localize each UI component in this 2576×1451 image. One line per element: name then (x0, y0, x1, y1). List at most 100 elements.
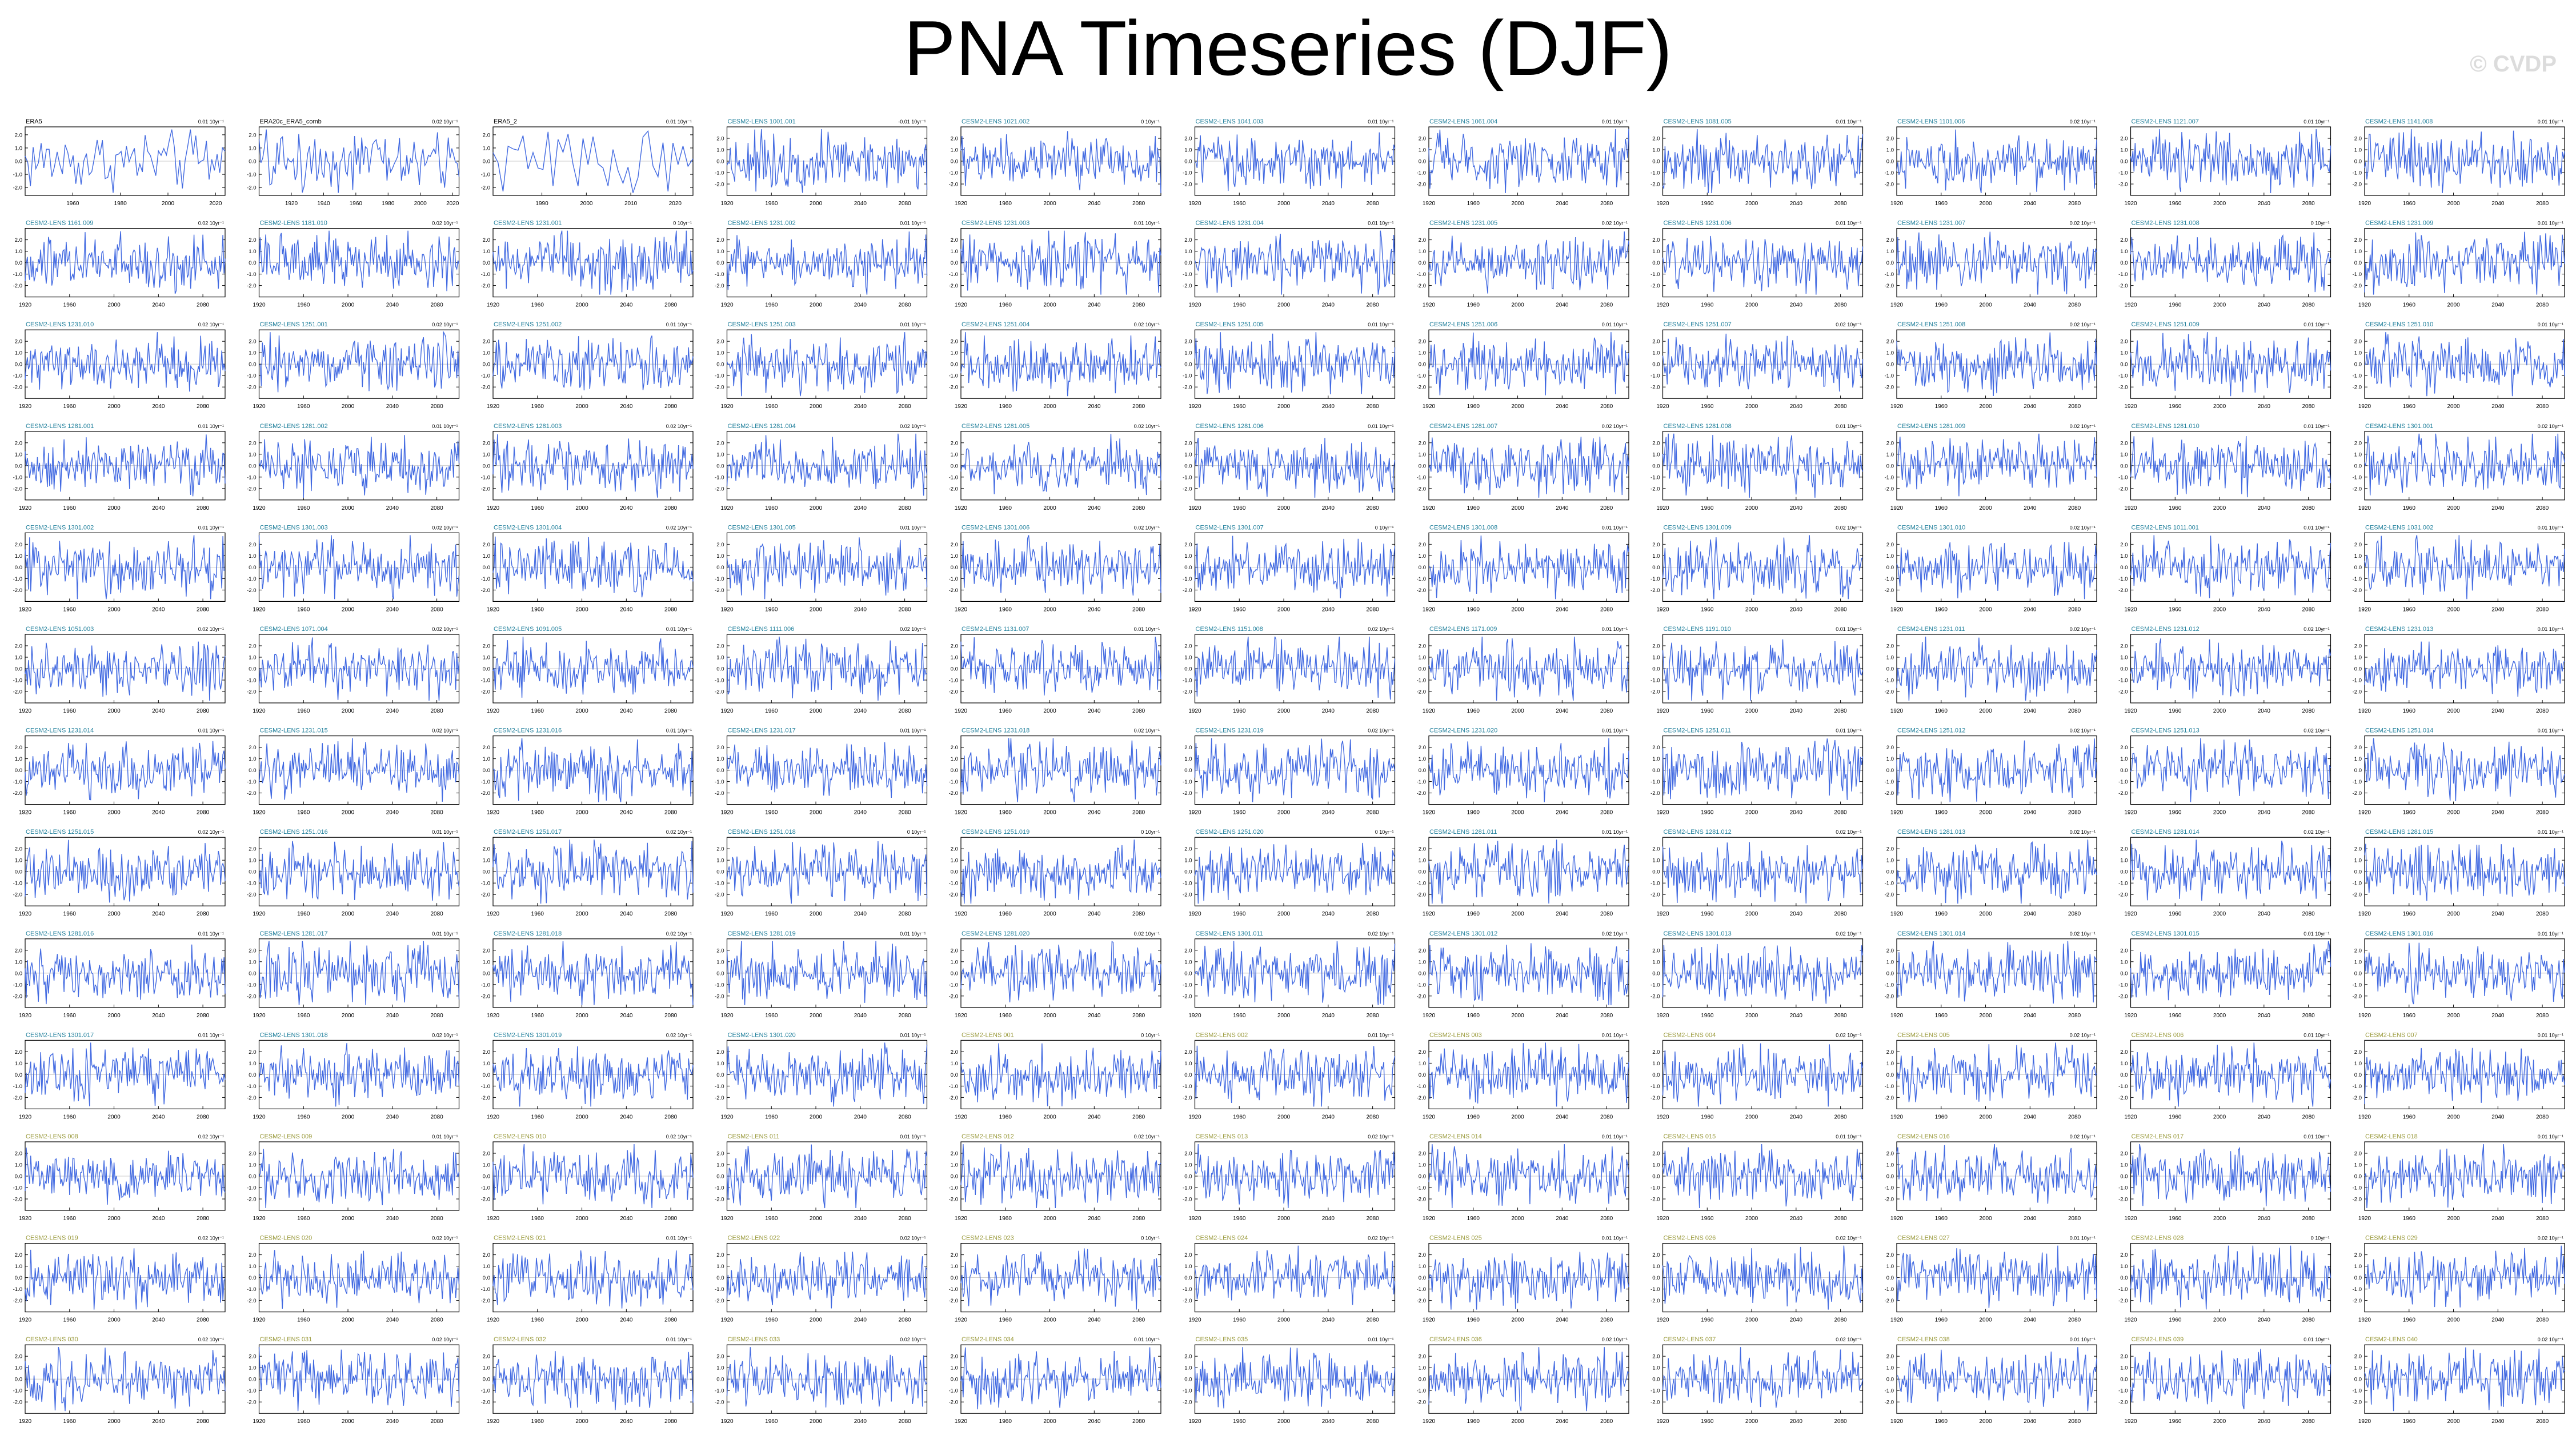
y-tick-label: 1.0 (2354, 451, 2362, 458)
panel-trend: 0.02 10yr⁻¹ (198, 221, 224, 226)
y-tick-label: -2.0 (949, 1298, 958, 1304)
panel-trend: 0.02 10yr⁻¹ (198, 322, 224, 327)
series-line (960, 433, 1161, 495)
panel-trend: 0.01 10yr⁻¹ (900, 728, 926, 734)
y-tick-label: 0.0 (716, 666, 724, 673)
y-tick-label: 0.0 (15, 869, 22, 876)
x-tick-label: 2000 (342, 911, 355, 917)
panel-label: CESM2-LENS 1281.007 (1429, 423, 1497, 430)
y-tick-label: 0.0 (716, 463, 724, 469)
panel-label: CESM2-LENS 005 (1897, 1032, 1950, 1038)
y-tick-label: -1.0 (13, 271, 22, 278)
y-tick-label: -1.0 (1183, 1185, 1192, 1192)
x-tick-label: 1920 (720, 1418, 734, 1425)
y-tick-label: -2.0 (1183, 993, 1192, 1000)
y-tick-label: -2.0 (1417, 993, 1426, 1000)
y-tick-label: -1.0 (1417, 678, 1426, 684)
y-tick-label: 2.0 (2354, 1049, 2362, 1056)
x-tick-label: 1920 (1890, 403, 1904, 410)
x-tick-label: 1920 (955, 911, 968, 917)
x-tick-label: 2040 (152, 606, 165, 613)
x-tick-label: 2000 (575, 911, 588, 917)
x-tick-label: 1960 (1701, 1114, 1714, 1120)
y-tick-label: 1.0 (1652, 553, 1660, 559)
panel-trend: 0.01 10yr⁻¹ (666, 119, 692, 125)
y-tick-label: -2.0 (2353, 689, 2362, 695)
x-tick-label: 1960 (63, 1418, 77, 1425)
x-tick-label: 2040 (620, 810, 633, 816)
x-tick-label: 2040 (152, 911, 165, 917)
panel-trend: 0.01 10yr⁻¹ (1368, 221, 1393, 226)
x-tick-label: 2080 (2536, 201, 2549, 207)
panel-87: CESM2-LENS 1281.014 0.02 10yr⁻¹2.01.00.0-… (2118, 829, 2331, 917)
x-tick-label: 2080 (2302, 1013, 2315, 1019)
y-tick-label: 0.0 (951, 1072, 958, 1078)
panel-135: CESM2-LENS 032 0.01 10yr⁻¹2.01.00.0-1.0-2… (481, 1336, 694, 1425)
y-tick-label: 2.0 (1184, 1151, 1192, 1157)
x-tick-label: 2080 (2536, 606, 2549, 613)
series-line (25, 1042, 226, 1106)
x-tick-label: 1960 (999, 1418, 1012, 1425)
x-tick-label: 1920 (1423, 201, 1436, 207)
panel-132: CESM2-LENS 029 0.02 10yr⁻¹2.01.00.0-1.0-2… (2353, 1235, 2565, 1324)
panel-trend: 0.01 10yr⁻¹ (1602, 1236, 1628, 1241)
x-tick-label: 1960 (531, 1216, 544, 1222)
panel-label: CESM2-LENS 1251.002 (494, 321, 562, 328)
x-tick-label: 1920 (955, 606, 968, 613)
x-tick-label: 2080 (1834, 1216, 1847, 1222)
x-tick-label: 1960 (999, 911, 1012, 917)
y-tick-label: -1.0 (247, 271, 256, 278)
y-tick-label: 1.0 (1652, 1365, 1660, 1372)
y-tick-label: 1.0 (2120, 553, 2128, 559)
x-tick-label: 2040 (1790, 1317, 1803, 1324)
x-tick-label: 1920 (1890, 1418, 1904, 1425)
y-tick-label: 0.0 (1184, 869, 1192, 876)
x-tick-label: 2040 (386, 302, 399, 309)
y-tick-label: 1.0 (1184, 249, 1192, 255)
x-tick-label: 2080 (1600, 403, 1613, 410)
y-tick-label: -2.0 (481, 892, 490, 898)
y-tick-label: -1.0 (949, 1084, 958, 1090)
x-tick-label: 2000 (107, 403, 121, 410)
x-tick-label: 1960 (999, 1216, 1012, 1222)
y-tick-label: 0.0 (2354, 666, 2362, 673)
y-tick-label: 0.0 (15, 1174, 22, 1180)
y-tick-label: -2.0 (2118, 1095, 2128, 1101)
x-tick-label: 1960 (1233, 911, 1246, 917)
x-tick-label: 2040 (620, 1317, 633, 1324)
panel-trend: 0.02 10yr⁻¹ (2070, 423, 2096, 429)
y-tick-label: 1.0 (2354, 858, 2362, 864)
panel-label: CESM2-LENS 039 (2132, 1336, 2184, 1343)
x-tick-label: 1960 (2403, 810, 2416, 816)
y-tick-label: 1.0 (1419, 655, 1426, 661)
y-tick-label: -2.0 (2118, 182, 2128, 188)
y-tick-label: 1.0 (249, 756, 256, 762)
y-tick-label: 0.0 (716, 1174, 724, 1180)
x-tick-label: 1920 (487, 302, 500, 309)
y-tick-label: 2.0 (1652, 1354, 1660, 1360)
y-tick-label: 1.0 (951, 655, 958, 661)
x-tick-label: 2040 (152, 302, 165, 309)
series-line (726, 433, 928, 496)
panel-trend: 0.01 10yr⁻¹ (1602, 728, 1628, 734)
y-tick-label: -2.0 (2353, 1298, 2362, 1304)
x-tick-label: 1960 (63, 1114, 77, 1120)
y-tick-label: 2.0 (951, 1049, 958, 1056)
x-tick-label: 2000 (1511, 1216, 1524, 1222)
x-tick-label: 2080 (2068, 1114, 2081, 1120)
panel-91: CESM2-LENS 1281.018 0.02 10yr⁻¹2.01.00.0-… (481, 930, 694, 1019)
x-tick-label: 1920 (2124, 1216, 2137, 1222)
x-tick-label: 1920 (1423, 1418, 1436, 1425)
panel-trend: 0.02 10yr⁻¹ (2538, 1337, 2563, 1342)
x-tick-label: 1920 (19, 403, 32, 410)
y-tick-label: 0.0 (716, 1275, 724, 1281)
y-tick-label: 1.0 (15, 249, 22, 255)
x-tick-label: 1920 (2358, 606, 2371, 613)
y-tick-label: 1.0 (1652, 451, 1660, 458)
y-tick-label: 1.0 (2354, 756, 2362, 762)
y-tick-label: -2.0 (1885, 689, 1894, 695)
y-tick-label: 1.0 (15, 959, 22, 965)
x-tick-label: 1960 (531, 606, 544, 613)
x-tick-label: 1920 (955, 810, 968, 816)
